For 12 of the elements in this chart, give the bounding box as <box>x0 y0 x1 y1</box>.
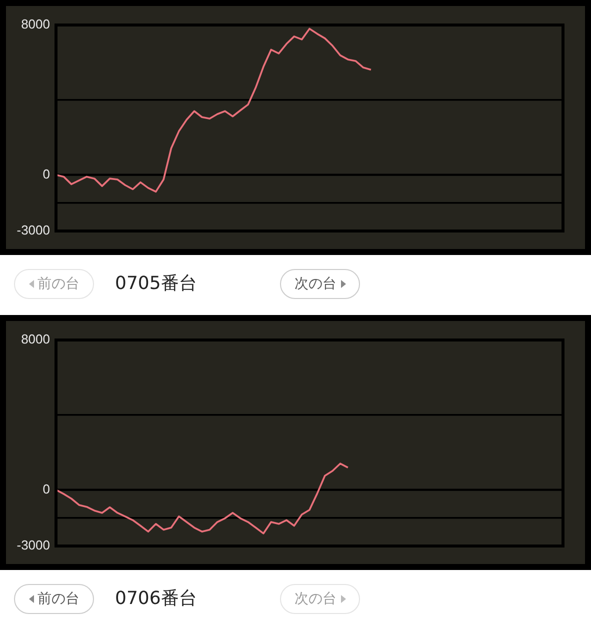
text: 次の台 <box>294 590 336 608</box>
y-tick-label: 0 <box>42 166 50 182</box>
y-tick-label: 0 <box>42 481 50 496</box>
text: 次の台 <box>294 275 336 293</box>
text: 前の台 <box>38 275 80 293</box>
y-tick-label: -3000 <box>16 538 50 553</box>
text: 0705番台 <box>115 272 197 295</box>
y-tick-label: 8000 <box>21 332 50 347</box>
text: 0706番台 <box>115 587 197 610</box>
y-tick-label: 8000 <box>21 16 50 32</box>
y-tick-label: -3000 <box>16 222 50 238</box>
text: 前の台 <box>38 590 80 608</box>
